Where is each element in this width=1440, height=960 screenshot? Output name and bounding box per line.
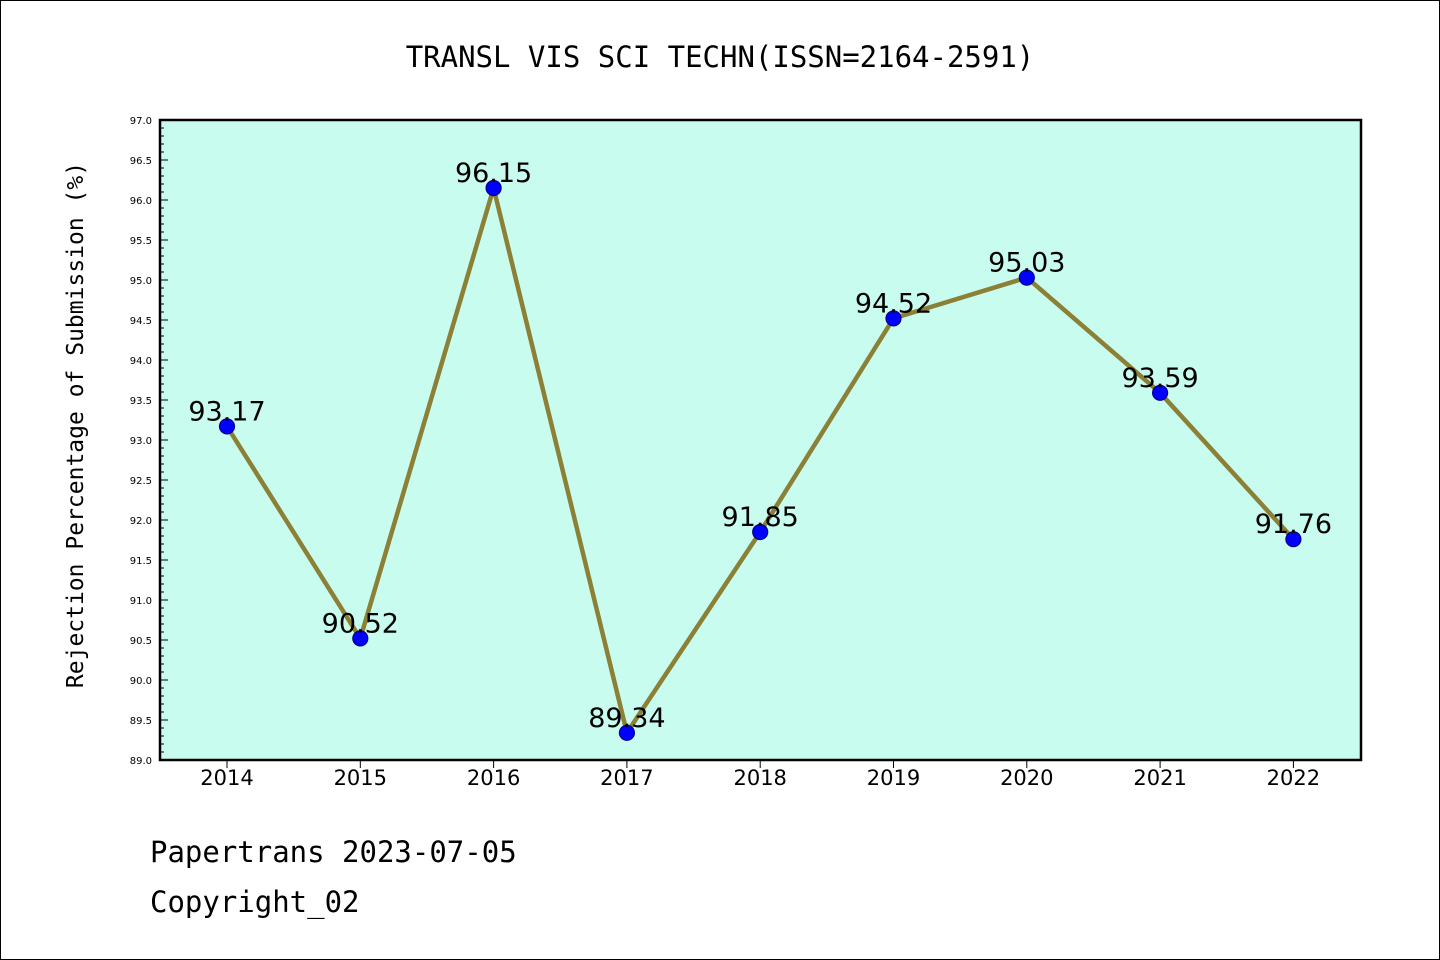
data-label: 96.15 xyxy=(455,158,532,189)
data-point xyxy=(485,179,502,197)
data-point xyxy=(1018,269,1035,286)
x-tick-label: 2019 xyxy=(867,766,920,790)
y-tick-label: 90.0 xyxy=(130,676,152,687)
y-tick-label: 93.0 xyxy=(130,436,152,447)
data-label: 91.85 xyxy=(722,502,799,533)
data-point xyxy=(752,523,769,541)
x-tick-label: 2021 xyxy=(1133,766,1186,790)
y-tick-label: 94.5 xyxy=(130,316,152,327)
data-markers xyxy=(218,179,1302,741)
y-tick-label: 90.5 xyxy=(130,636,152,647)
y-tick-label: 91.0 xyxy=(130,596,152,607)
y-tick-label: 93.5 xyxy=(130,396,152,407)
data-label: 89.34 xyxy=(588,703,665,734)
plot-area xyxy=(158,118,1363,762)
y-tick-label: 97.0 xyxy=(130,116,152,127)
y-axis: 89.0 89.5 90.0 90.5 91.0 91.5 92.0 92.5 93.0 93.5… xyxy=(130,116,168,767)
data-point xyxy=(218,418,236,435)
data-point xyxy=(618,724,636,741)
y-tick-label: 94.0 xyxy=(130,356,152,367)
data-label: 93.17 xyxy=(188,396,265,427)
y-tick-label: 92.0 xyxy=(130,516,152,527)
footer-copyright: Copyright_02 xyxy=(150,885,360,919)
x-tick-label: 2016 xyxy=(467,766,520,790)
data-point xyxy=(352,630,369,647)
footer-date: Papertrans 2023-07-05 xyxy=(150,835,517,869)
x-tick-label: 2020 xyxy=(1000,766,1053,790)
data-label: 91.76 xyxy=(1255,509,1332,540)
y-tick-label: 96.0 xyxy=(130,196,152,207)
x-tick-label: 2022 xyxy=(1267,766,1320,790)
y-axis-label: Rejection Percentage of Submission (%) xyxy=(63,162,89,688)
data-label: 94.52 xyxy=(855,288,932,319)
y-tick-label: 95.5 xyxy=(130,236,152,247)
data-point xyxy=(885,310,902,327)
data-labels: 93.17 90.52 96.15 89.34 91.85 94.52 95.03 93.59… xyxy=(188,158,1332,734)
data-label: 90.52 xyxy=(322,608,399,639)
x-tick-label: 2018 xyxy=(733,766,786,790)
data-point xyxy=(1285,531,1302,548)
y-tick-label: 89.5 xyxy=(130,716,152,727)
y-tick-label: 92.5 xyxy=(130,476,152,487)
x-tick-label: 2017 xyxy=(600,766,653,790)
data-point xyxy=(1151,384,1169,401)
y-tick-label: 95.0 xyxy=(130,276,152,287)
y-tick-label: 91.5 xyxy=(130,556,152,567)
y-tick-label: 89.0 xyxy=(130,756,152,767)
data-label: 95.03 xyxy=(988,248,1065,279)
x-tick-label: 2014 xyxy=(200,766,253,790)
chart-title: TRANSL VIS SCI TECHN(ISSN=2164-2591) xyxy=(406,40,1035,74)
data-label: 93.59 xyxy=(1121,363,1198,394)
y-tick-label: 96.5 xyxy=(130,156,152,167)
x-axis: 2014 2015 2016 2017 2018 2019 2020 2021 2022 xyxy=(200,760,1320,790)
x-tick-label: 2015 xyxy=(334,766,387,790)
